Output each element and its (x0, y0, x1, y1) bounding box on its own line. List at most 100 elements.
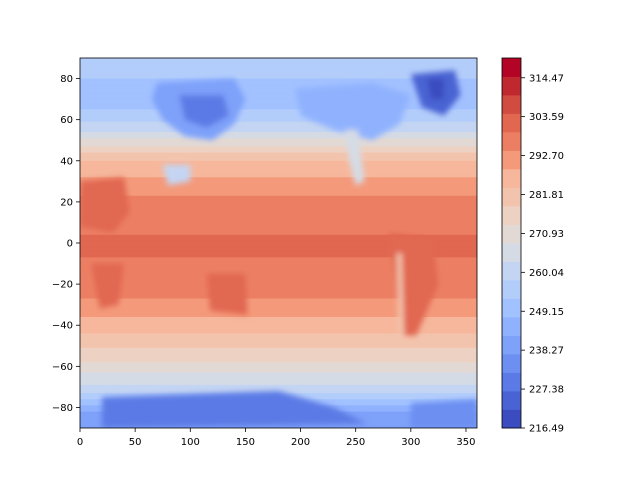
field-band (80, 173, 477, 176)
field-band (80, 115, 477, 119)
field-band (80, 358, 477, 361)
latitude-bands (80, 58, 477, 428)
field-band (80, 226, 477, 230)
antarctica-east (410, 399, 477, 428)
field-band (80, 302, 477, 306)
field-band (80, 339, 477, 343)
field-band (80, 92, 477, 96)
field-band (80, 197, 477, 201)
field-band (80, 195, 477, 199)
field-band (80, 282, 477, 285)
colorbar-segment (502, 298, 521, 318)
field-band (80, 199, 477, 203)
colorbar-segment (502, 113, 521, 133)
field-band (80, 314, 477, 318)
y-tick-label: −60 (52, 362, 73, 373)
y-tick-label: 40 (60, 156, 73, 167)
field-band (80, 121, 477, 125)
field-band (80, 356, 477, 359)
field-band (80, 224, 477, 228)
field-band (80, 127, 477, 131)
siberia-cold-core (179, 95, 229, 128)
antarctica-cold (102, 391, 367, 428)
regional-features (80, 70, 477, 428)
field-band (80, 378, 477, 382)
field-band (80, 107, 477, 110)
field-band (80, 146, 477, 150)
field-band (80, 95, 477, 98)
field-band (80, 300, 477, 304)
y-axis: −80 −60 −40 −20 0 20 40 60 80 (52, 74, 80, 414)
field-band (80, 74, 477, 78)
field-band (80, 331, 477, 335)
tibet-cold-spot (162, 164, 191, 186)
sahara-warm (80, 177, 130, 233)
colorbar-tick-label: 227.38 (529, 385, 564, 396)
field-band (80, 269, 477, 273)
field-band (80, 366, 477, 369)
field-band (80, 86, 477, 90)
field-band (80, 280, 477, 283)
field-band (80, 370, 477, 374)
north-america-cold-region (295, 82, 411, 141)
colorbar-tick-label: 314.47 (529, 73, 564, 84)
colorbar-tick-label: 281.81 (529, 190, 564, 201)
colorbar-segment (502, 150, 521, 170)
field-band (80, 80, 477, 84)
field-band (80, 191, 477, 195)
field-band (80, 327, 477, 330)
field-band (80, 232, 477, 236)
field-band (80, 160, 477, 164)
field-band (80, 88, 477, 92)
colorbar-segment (502, 354, 521, 373)
field-band (80, 97, 477, 100)
field-band (80, 337, 477, 341)
field-band (80, 171, 477, 174)
colorbar-tick-label: 216.49 (529, 424, 564, 435)
colorbar-segment (502, 372, 521, 392)
field-band (80, 323, 477, 326)
field-band (80, 105, 477, 108)
colorbar-tick-label: 292.70 (529, 151, 564, 162)
colorbar-tick-label: 303.59 (529, 112, 564, 123)
field-band (80, 156, 477, 160)
field-band (80, 125, 477, 129)
field-band (80, 66, 477, 69)
field-band (80, 177, 477, 180)
field-band (80, 308, 477, 312)
field-band (80, 255, 477, 258)
field-band (80, 164, 477, 168)
field-band (80, 376, 477, 380)
greenland-core (427, 78, 444, 100)
field-band (80, 312, 477, 316)
field-band (80, 62, 477, 65)
field-band (80, 222, 477, 226)
field-band (80, 236, 477, 240)
field-band (80, 321, 477, 324)
field-band (80, 101, 477, 104)
field-band (80, 251, 477, 254)
field-band (80, 144, 477, 147)
field-band (80, 132, 477, 135)
y-tick-label: −20 (52, 280, 73, 291)
colorbar-segment (502, 76, 521, 96)
colorbar-tick-label: 260.04 (529, 268, 564, 279)
field-band (80, 129, 477, 133)
field-band (80, 117, 477, 121)
field-band (80, 263, 477, 267)
field-band (80, 158, 477, 162)
field-band (80, 166, 477, 170)
field-band (80, 181, 477, 184)
field-band (80, 111, 477, 115)
field-band (80, 138, 477, 141)
field-band (80, 142, 477, 145)
field-band (80, 277, 477, 281)
field-band (80, 152, 477, 156)
field-band (80, 425, 477, 428)
field-band (80, 150, 477, 154)
field-band (80, 183, 477, 187)
field-band (80, 113, 477, 117)
field-band (80, 261, 477, 265)
field-band (80, 210, 477, 213)
